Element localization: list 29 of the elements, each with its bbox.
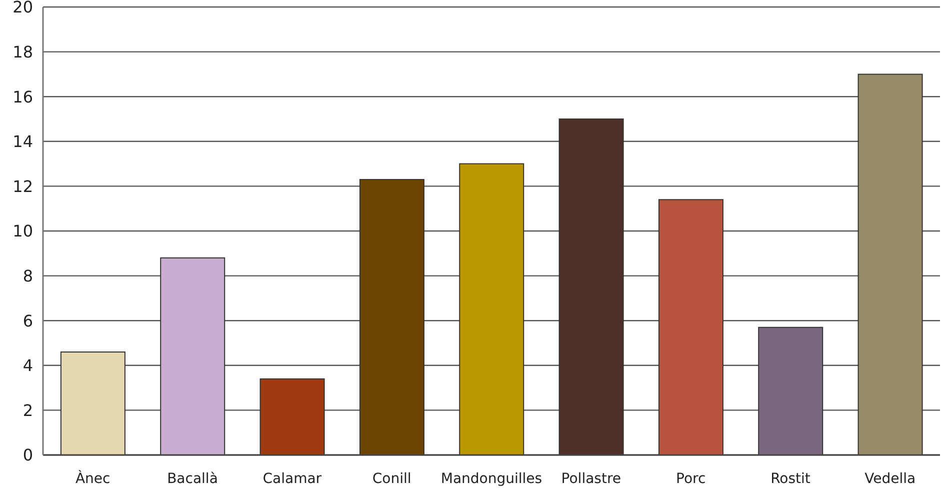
- y-tick-label: 6: [22, 311, 33, 330]
- x-tick-label: Mandonguilles: [440, 470, 542, 487]
- x-tick-label: Rostit: [770, 470, 811, 487]
- bar: [160, 257, 226, 455]
- bar: [758, 326, 824, 455]
- y-tick-label: 12: [12, 176, 33, 196]
- x-tick-label: Ànec: [75, 470, 110, 487]
- bar: [60, 351, 126, 455]
- bar: [658, 199, 724, 455]
- y-tick-label: 0: [22, 446, 33, 465]
- x-tick-label: Porc: [676, 470, 706, 487]
- bar: [858, 74, 923, 455]
- x-tick-label: Pollastre: [561, 470, 622, 487]
- y-tick-label: 8: [22, 266, 33, 286]
- bar: [459, 163, 524, 455]
- x-tick-label: Vedella: [864, 470, 916, 487]
- y-tick-label: 14: [12, 132, 33, 152]
- bar: [558, 118, 624, 455]
- y-tick-label: 4: [22, 356, 33, 376]
- y-tick-label: 18: [12, 42, 33, 62]
- bar: [359, 178, 424, 455]
- y-tick-label: 10: [12, 222, 33, 241]
- y-tick-label: 20: [12, 0, 33, 17]
- x-tick-label: Calamar: [262, 470, 322, 487]
- y-tick-label: 16: [12, 87, 33, 106]
- bar: [260, 378, 325, 455]
- x-tick-label: Conill: [372, 470, 412, 487]
- x-tick-label: Bacallà: [167, 470, 218, 487]
- y-tick-label: 2: [22, 400, 33, 420]
